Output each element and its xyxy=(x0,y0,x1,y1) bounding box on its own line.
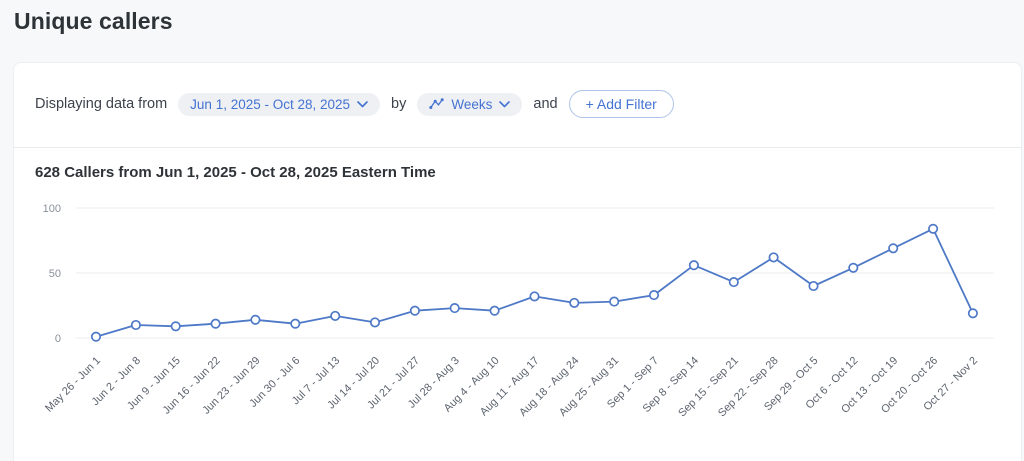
data-point-marker[interactable] xyxy=(808,280,819,292)
card-divider xyxy=(14,147,1021,148)
data-point-marker[interactable] xyxy=(290,318,301,329)
unique-callers-card: Displaying data from Jun 1, 2025 - Oct 2… xyxy=(13,62,1022,461)
data-point-marker[interactable] xyxy=(489,305,500,316)
data-point-marker[interactable] xyxy=(449,303,460,314)
data-point-marker[interactable] xyxy=(130,319,141,331)
data-point-marker[interactable] xyxy=(609,296,620,307)
data-point-marker[interactable] xyxy=(330,310,341,321)
chart-title: 628 Callers from Jun 1, 2025 - Oct 28, 2… xyxy=(35,164,436,181)
chevron-down-icon xyxy=(499,100,511,108)
data-point-marker[interactable] xyxy=(409,305,420,316)
and-label: and xyxy=(533,96,558,112)
granularity-value: Weeks xyxy=(451,96,493,112)
data-point-marker[interactable] xyxy=(569,297,580,308)
data-point-marker[interactable] xyxy=(728,277,739,288)
data-point-marker[interactable] xyxy=(768,252,779,263)
date-range-dropdown[interactable]: Jun 1, 2025 - Oct 28, 2025 xyxy=(178,92,381,116)
y-axis-tick: 50 xyxy=(49,268,61,280)
data-point-marker[interactable] xyxy=(648,290,660,301)
data-point-marker[interactable] xyxy=(369,317,381,328)
data-point-marker[interactable] xyxy=(210,318,221,329)
data-point-marker[interactable] xyxy=(529,291,540,302)
data-point-marker[interactable] xyxy=(170,321,181,332)
page-title: Unique callers xyxy=(14,8,173,34)
data-point-marker[interactable] xyxy=(90,331,102,342)
granularity-dropdown[interactable]: Weeks xyxy=(417,92,523,116)
series-line xyxy=(95,227,974,338)
data-point-marker[interactable] xyxy=(688,260,699,271)
add-filter-button[interactable]: + Add Filter xyxy=(568,90,674,118)
y-axis-tick: 100 xyxy=(43,203,61,215)
by-label: by xyxy=(391,96,407,112)
data-point-marker[interactable] xyxy=(888,243,899,254)
date-range-value: Jun 1, 2025 - Oct 28, 2025 xyxy=(190,96,351,112)
filter-bar: Displaying data from Jun 1, 2025 - Oct 2… xyxy=(35,89,674,119)
filter-prefix-label: Displaying data from xyxy=(35,96,168,112)
x-axis-tick: May 26 - Jun 1 xyxy=(43,355,103,415)
chevron-down-icon xyxy=(357,100,368,108)
data-point-marker[interactable] xyxy=(848,262,859,273)
y-axis-tick: 0 xyxy=(55,333,61,345)
data-point-marker[interactable] xyxy=(250,314,261,325)
callers-line-chart: 0 50 100 May 26 - Jun 1 Jun 2 - Jun 8 Jun 9 -… xyxy=(41,196,1011,461)
data-point-marker[interactable] xyxy=(928,223,939,234)
data-point-marker[interactable] xyxy=(967,308,978,319)
line-chart-icon xyxy=(429,98,445,110)
